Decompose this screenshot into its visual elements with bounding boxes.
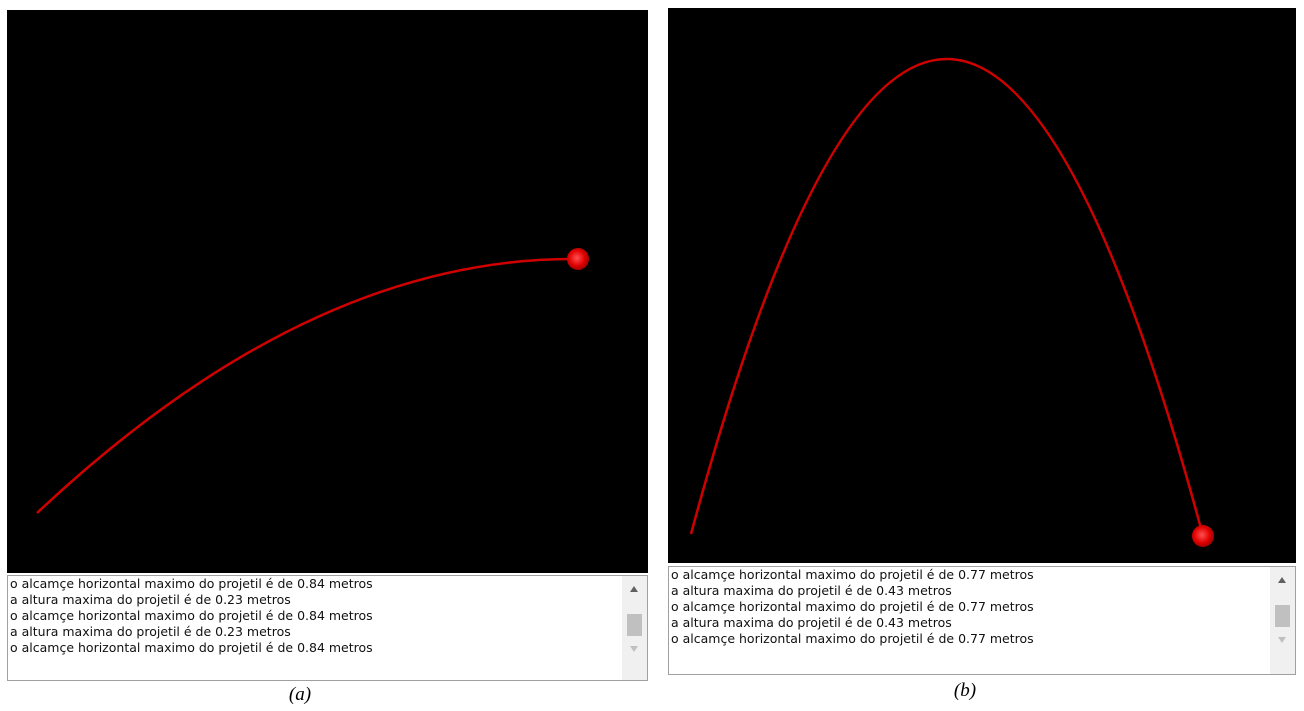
canvas-a — [7, 10, 648, 573]
scroll-up[interactable] — [1278, 577, 1286, 583]
scrollbar[interactable] — [1270, 567, 1295, 674]
trajectory — [36, 257, 573, 514]
log-line: o alcamçe horizontal maximo do projetil … — [10, 576, 373, 591]
scroll-thumb[interactable] — [1275, 605, 1290, 627]
log-line: a altura maxima do projetil é de 0.23 me… — [10, 624, 291, 639]
scroll-down[interactable] — [1278, 637, 1286, 643]
scrollbar[interactable] — [622, 576, 647, 680]
canvas-b — [668, 8, 1296, 563]
caption: (b) — [953, 680, 977, 701]
log-line: o alcamçe horizontal maximo do projetil … — [671, 567, 1034, 582]
log-line: o alcamçe horizontal maximo do projetil … — [671, 631, 1034, 646]
projectile — [567, 248, 589, 270]
projectile — [1192, 525, 1214, 547]
scroll-down[interactable] — [630, 646, 638, 652]
trajectory — [689, 58, 1205, 537]
scroll-thumb[interactable] — [627, 614, 642, 636]
log-line: a altura maxima do projetil é de 0.43 me… — [671, 615, 952, 630]
log-area[interactable]: o alcamçe horizontal maximo do projetil … — [668, 566, 1296, 675]
log-area[interactable]: o alcamçe horizontal maximo do projetil … — [7, 575, 648, 681]
log-line: a altura maxima do projetil é de 0.43 me… — [671, 583, 952, 598]
scroll-up[interactable] — [630, 586, 638, 592]
log-line: o alcamçe horizontal maximo do projetil … — [10, 640, 373, 655]
log-line: o alcamçe horizontal maximo do projetil … — [671, 599, 1034, 614]
caption: (a) — [288, 684, 312, 705]
log-line: a altura maxima do projetil é de 0.23 me… — [10, 592, 291, 607]
log-line: o alcamçe horizontal maximo do projetil … — [10, 608, 373, 623]
